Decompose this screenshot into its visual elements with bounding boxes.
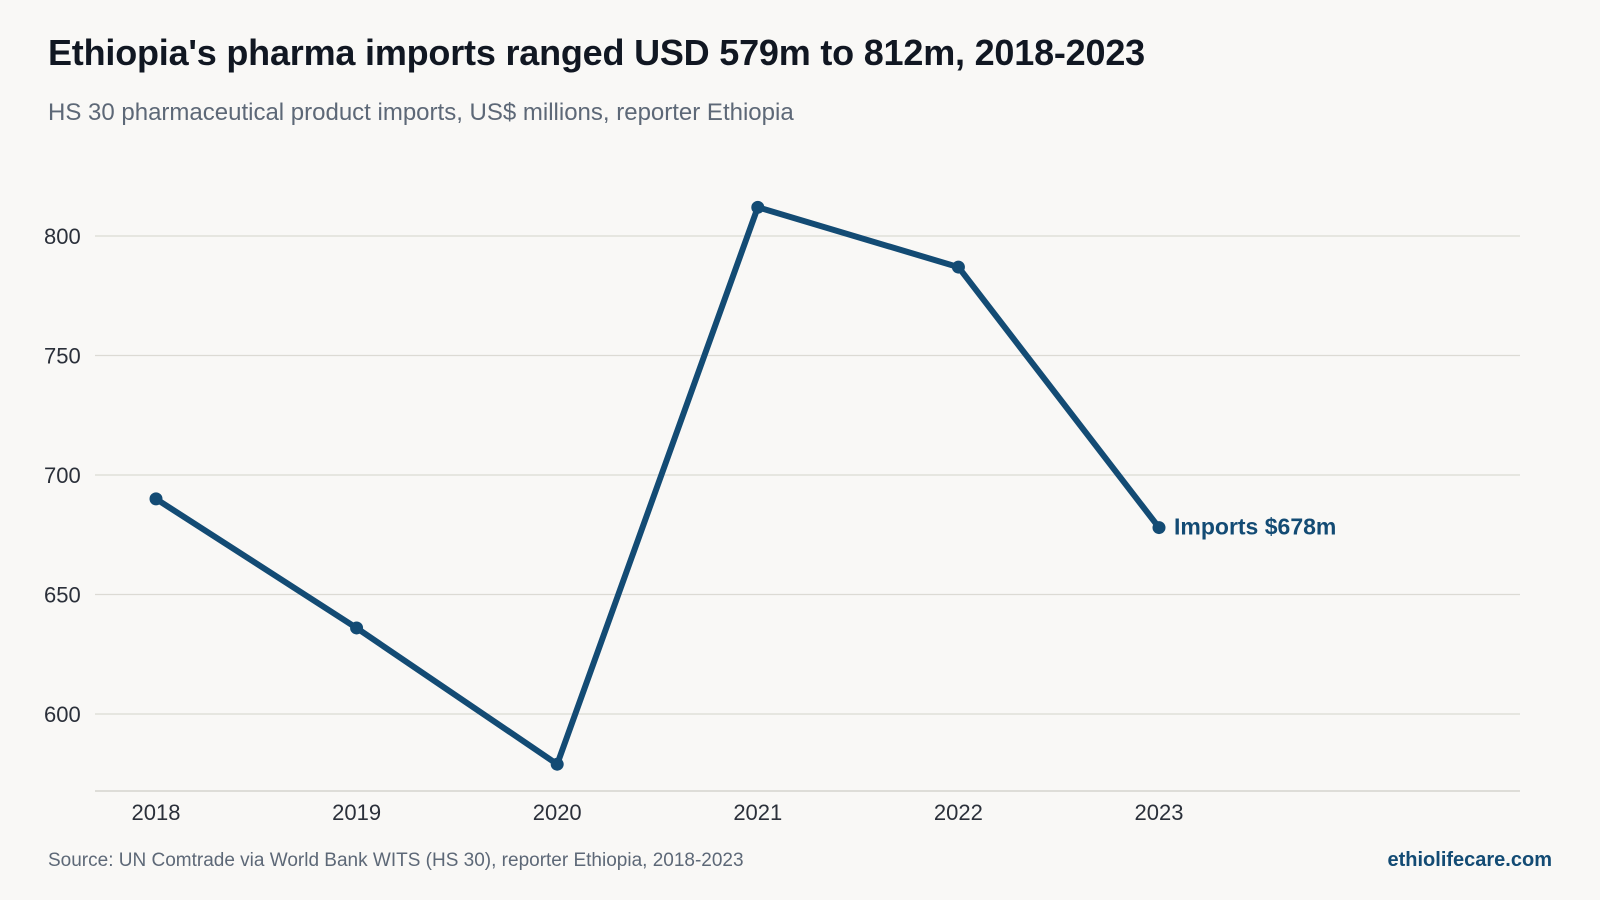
y-tick-label: 800 xyxy=(44,224,81,249)
data-point-2021 xyxy=(751,200,765,214)
x-tick-label: 2019 xyxy=(332,800,381,825)
x-tick-label: 2020 xyxy=(533,800,582,825)
data-point-2023 xyxy=(1152,521,1166,535)
data-point-2022 xyxy=(951,260,965,274)
x-tick-label: 2022 xyxy=(934,800,983,825)
y-tick-label: 700 xyxy=(44,463,81,488)
series-line xyxy=(153,204,1162,768)
y-tick-label: 650 xyxy=(44,583,81,608)
data-point-2019 xyxy=(350,621,364,635)
series-end-label: Imports $678m xyxy=(1174,514,1336,540)
data-point-2018 xyxy=(149,492,163,506)
y-tick-label: 600 xyxy=(44,702,81,727)
chart-title: Ethiopia's pharma imports ranged USD 579… xyxy=(48,32,1145,73)
data-point-2020 xyxy=(550,757,564,771)
x-tick-label: 2021 xyxy=(733,800,782,825)
y-tick-label: 750 xyxy=(44,344,81,369)
x-tick-label: 2023 xyxy=(1135,800,1184,825)
source-note: Source: UN Comtrade via World Bank WITS … xyxy=(48,850,744,871)
x-tick-label: 2018 xyxy=(132,800,181,825)
site-link[interactable]: ethiolifecare.com xyxy=(1387,849,1552,871)
chart-subtitle: HS 30 pharmaceutical product imports, US… xyxy=(48,99,794,126)
